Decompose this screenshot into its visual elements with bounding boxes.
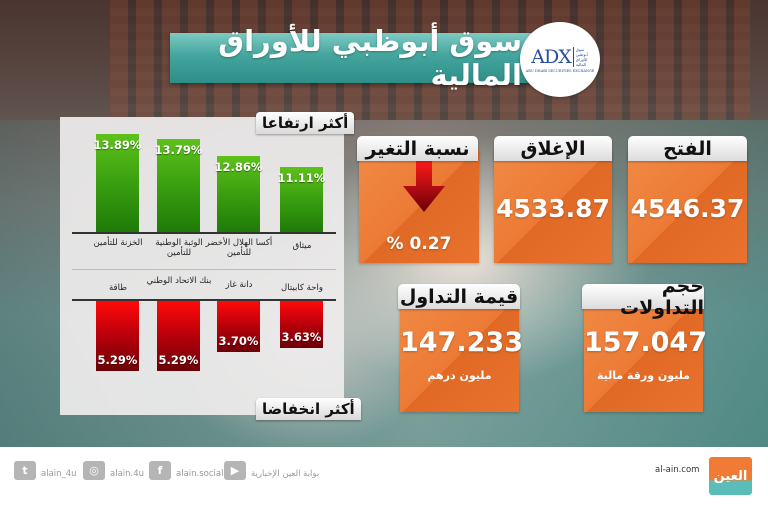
section-divider xyxy=(72,269,336,270)
trades-volume-card: 157.047 مليون ورقة مالية xyxy=(584,297,707,412)
social-twitter[interactable]: t alain_4u xyxy=(14,461,77,480)
close-card: 4533.87 xyxy=(494,150,612,263)
loser-bar: 5.29% xyxy=(157,301,200,371)
loser-name: بنك الاتحاد الوطني xyxy=(146,276,212,286)
movers-chart-panel: 13.89% 13.79% 12.86% 11.11% الخزنة للتأم… xyxy=(60,117,344,415)
change-card: % 0.27 xyxy=(359,150,479,263)
social-instagram[interactable]: ◎ alain.4u xyxy=(83,461,144,480)
trades-value-card: 147.233 مليون درهم xyxy=(400,297,523,412)
gainer-name: الوثبة الوطنية للتأمين xyxy=(155,238,203,258)
social-label: alain.4u xyxy=(110,468,145,479)
change-value: % 0.27 xyxy=(386,234,452,254)
instagram-icon: ◎ xyxy=(83,461,105,480)
social-label: alain.social xyxy=(176,468,224,479)
open-card: 4546.37 xyxy=(628,150,747,263)
losers-heading: أكثر انخفاضا xyxy=(256,398,361,420)
loser-bar: 3.63% xyxy=(280,301,323,348)
loser-value: 3.70% xyxy=(218,334,259,348)
open-label: الفتح xyxy=(628,136,747,161)
loser-bar: 3.70% xyxy=(217,301,260,352)
gainer-name: الخزنة للتأمين xyxy=(93,238,143,248)
loser-name: واحة كابيتال xyxy=(281,283,323,293)
adx-logo: ADX سوق أبوظبي للأوراق المالية ABU DHABI… xyxy=(520,22,600,97)
gainer-name: ميثاق xyxy=(292,241,312,251)
close-label: الإغلاق xyxy=(494,136,612,161)
gainers-axis xyxy=(72,232,336,234)
gainers-heading: أكثر ارتفاعا xyxy=(256,112,355,134)
loser-value: 5.29% xyxy=(97,353,138,367)
gainer-bar: 11.11% xyxy=(278,167,325,232)
social-youtube[interactable]: ▶ بوابة العين الإخبارية xyxy=(224,461,319,480)
losers-axis xyxy=(72,299,336,301)
gainer-value: 13.79% xyxy=(154,143,203,157)
change-label: نسبة التغير xyxy=(357,136,478,161)
title-banner: سوق أبوظبي للأوراق المالية xyxy=(170,24,540,92)
trades-value-unit: مليون درهم xyxy=(427,369,492,382)
social-facebook[interactable]: f alain.social xyxy=(149,461,223,480)
trades-volume-unit: مليون ورقة مالية xyxy=(596,369,690,382)
gainer-bar: 12.86% xyxy=(215,156,262,232)
page-title: سوق أبوظبي للأوراق المالية xyxy=(218,24,522,92)
adx-logo-text: ADX xyxy=(531,46,571,68)
arrow-down-icon xyxy=(403,160,445,212)
loser-value: 5.29% xyxy=(158,353,199,367)
gainer-name: أكسا الهلال الأخضر للتأمين xyxy=(205,238,273,258)
open-value: 4546.37 xyxy=(630,194,745,223)
gainer-value: 13.89% xyxy=(93,138,142,152)
trades-volume: 157.047 xyxy=(584,327,707,358)
site-link[interactable]: al-ain.com xyxy=(655,465,700,475)
twitter-icon: t xyxy=(14,461,36,480)
adx-logo-subtitle: ABU DHABI SECURITIES EXCHANGE xyxy=(525,69,595,73)
facebook-icon: f xyxy=(149,461,171,480)
gainer-bar: 13.79% xyxy=(155,139,202,232)
loser-name: طاقة xyxy=(109,283,127,293)
gainer-value: 12.86% xyxy=(214,160,263,174)
trades-volume-label: حجم التداولات xyxy=(582,275,704,319)
adx-logo-arabic: سوق أبوظبي للأوراق المالية xyxy=(572,47,589,67)
social-label: بوابة العين الإخبارية xyxy=(251,468,320,479)
loser-bar: 5.29% xyxy=(96,301,139,371)
social-label: alain_4u xyxy=(41,468,77,479)
youtube-icon: ▶ xyxy=(224,461,246,480)
alain-logo: العين xyxy=(709,457,752,495)
close-value: 4533.87 xyxy=(496,194,610,223)
loser-value: 3.63% xyxy=(281,330,322,344)
gainer-value: 11.11% xyxy=(277,171,326,185)
loser-name: دانة غاز xyxy=(225,280,253,290)
trades-value-label: قيمة التداول xyxy=(398,284,520,309)
footer: t alain_4u ◎ alain.4u f alain.social ▶ ب… xyxy=(0,447,768,510)
trades-value: 147.233 xyxy=(400,327,523,358)
gainer-bar: 13.89% xyxy=(94,134,141,232)
adx-logo-row: ADX سوق أبوظبي للأوراق المالية xyxy=(531,46,588,68)
alain-logo-text: العين xyxy=(713,468,748,484)
